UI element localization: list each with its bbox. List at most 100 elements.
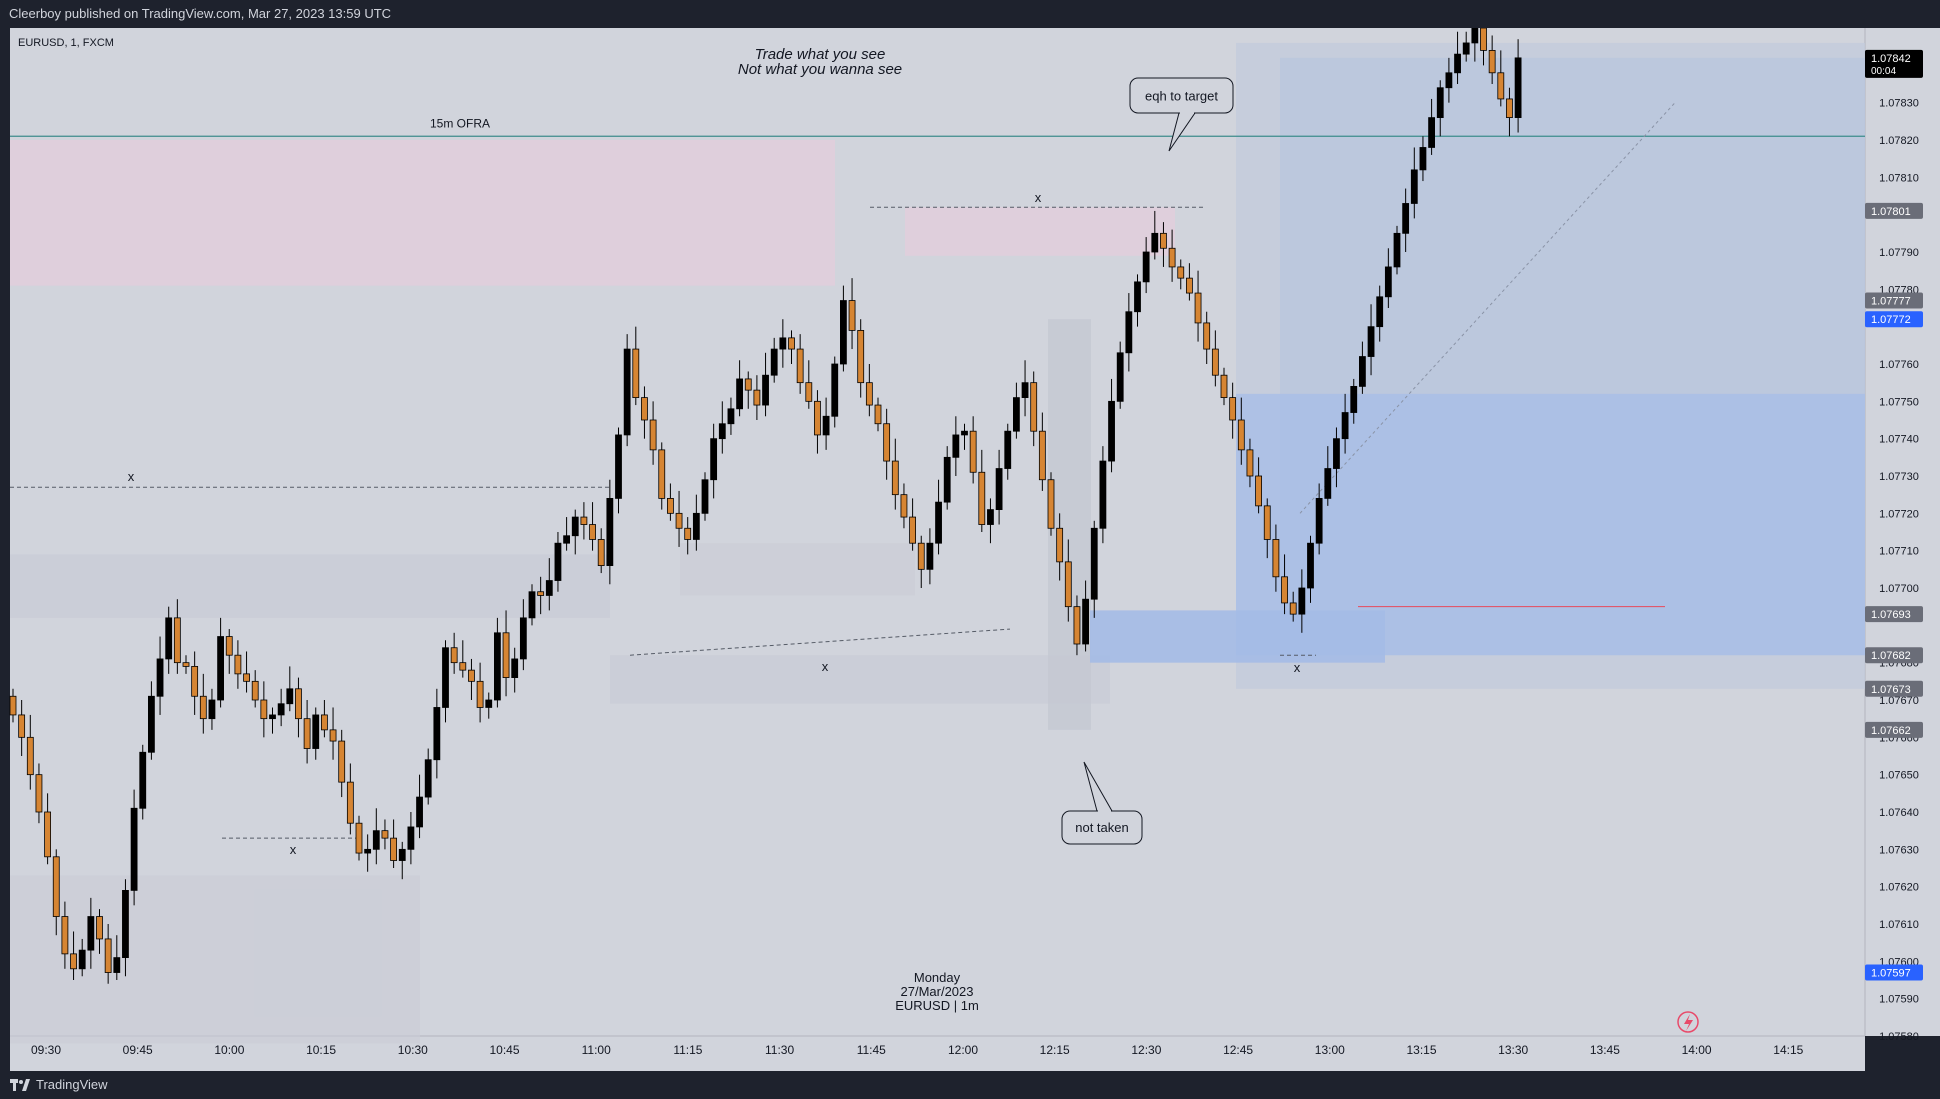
candle[interactable]: [995, 449, 1003, 525]
candle[interactable]: [251, 670, 259, 708]
candle[interactable]: [52, 849, 60, 936]
candle[interactable]: [554, 532, 562, 592]
candle[interactable]: [424, 748, 432, 805]
candle[interactable]: [563, 517, 570, 551]
candle[interactable]: [667, 483, 674, 521]
candle[interactable]: [1384, 248, 1392, 308]
candle[interactable]: [770, 337, 778, 383]
candle[interactable]: [831, 356, 839, 428]
candle[interactable]: [1462, 31, 1470, 62]
candle[interactable]: [1194, 270, 1202, 342]
candle[interactable]: [476, 662, 484, 723]
candle[interactable]: [961, 423, 968, 450]
candle[interactable]: [9, 688, 17, 723]
candle[interactable]: [320, 700, 328, 738]
candle[interactable]: [606, 479, 614, 585]
candle[interactable]: [225, 629, 233, 674]
candle[interactable]: [848, 278, 856, 350]
candle[interactable]: [1021, 360, 1029, 417]
candle[interactable]: [917, 535, 925, 588]
price-badge[interactable]: 1.07693: [1865, 606, 1923, 623]
candle[interactable]: [814, 390, 821, 454]
candle[interactable]: [1436, 80, 1444, 137]
candle[interactable]: [935, 479, 942, 555]
candle[interactable]: [303, 700, 311, 764]
candle[interactable]: [710, 423, 718, 499]
candle[interactable]: [822, 397, 830, 450]
candle[interactable]: [208, 688, 216, 730]
candle[interactable]: [1255, 457, 1262, 514]
candle[interactable]: [1281, 554, 1288, 615]
candle[interactable]: [969, 416, 977, 484]
candle[interactable]: [381, 819, 389, 850]
candle[interactable]: [1488, 35, 1496, 84]
candle[interactable]: [372, 808, 380, 865]
candle[interactable]: [433, 688, 441, 779]
candle[interactable]: [26, 714, 34, 790]
candle[interactable]: [1341, 393, 1349, 454]
candle[interactable]: [442, 640, 449, 723]
candle[interactable]: [1350, 378, 1358, 424]
candle[interactable]: [96, 909, 103, 954]
candle[interactable]: [632, 326, 640, 406]
candle[interactable]: [269, 707, 276, 734]
tradingview-logo-icon[interactable]: [10, 1079, 30, 1091]
candle[interactable]: [1082, 580, 1089, 652]
candle[interactable]: [1073, 595, 1081, 656]
candle[interactable]: [295, 677, 302, 738]
candle[interactable]: [407, 812, 415, 865]
candle[interactable]: [390, 819, 398, 868]
candle[interactable]: [1402, 188, 1410, 252]
candle[interactable]: [346, 763, 354, 835]
candle[interactable]: [675, 490, 683, 547]
candle[interactable]: [1186, 263, 1193, 301]
candle[interactable]: [165, 606, 173, 674]
candle[interactable]: [450, 632, 458, 674]
candle[interactable]: [1471, 28, 1479, 62]
candle[interactable]: [35, 763, 43, 824]
candle[interactable]: [1272, 524, 1280, 592]
candle[interactable]: [589, 502, 596, 551]
candle[interactable]: [18, 700, 26, 756]
candle[interactable]: [762, 352, 769, 417]
price-badge[interactable]: 1.07682: [1865, 647, 1923, 664]
candle[interactable]: [528, 584, 536, 626]
candle[interactable]: [545, 558, 553, 611]
candle[interactable]: [580, 502, 588, 540]
candle[interactable]: [1307, 535, 1314, 603]
price-badge[interactable]: 1.07673: [1865, 680, 1923, 697]
candle[interactable]: [312, 707, 320, 760]
candle[interactable]: [1480, 28, 1487, 66]
candle[interactable]: [519, 599, 527, 671]
candle[interactable]: [1038, 412, 1046, 491]
candle[interactable]: [1220, 367, 1228, 406]
candle[interactable]: [182, 655, 190, 674]
candle[interactable]: [891, 438, 899, 510]
candle[interactable]: [130, 789, 138, 906]
candle[interactable]: [1324, 446, 1332, 506]
candle[interactable]: [753, 375, 761, 420]
candle[interactable]: [978, 449, 986, 532]
candle[interactable]: [329, 707, 337, 760]
candle[interactable]: [909, 498, 916, 551]
candle[interactable]: [1229, 382, 1237, 439]
candle[interactable]: [1064, 539, 1072, 622]
candle[interactable]: [1142, 237, 1150, 294]
candle[interactable]: [122, 879, 129, 977]
candle[interactable]: [1445, 57, 1453, 103]
candle[interactable]: [1211, 330, 1219, 387]
candle[interactable]: [649, 401, 657, 465]
candle[interactable]: [191, 651, 199, 715]
candle[interactable]: [199, 673, 207, 734]
candle[interactable]: [718, 401, 726, 454]
candle[interactable]: [243, 651, 250, 693]
candle[interactable]: [1359, 341, 1366, 394]
candle[interactable]: [355, 815, 363, 861]
candle[interactable]: [1289, 591, 1297, 622]
candle[interactable]: [78, 938, 86, 977]
candle[interactable]: [615, 427, 622, 514]
candle[interactable]: [139, 744, 147, 820]
candle[interactable]: [571, 509, 579, 555]
candle[interactable]: [260, 681, 268, 738]
